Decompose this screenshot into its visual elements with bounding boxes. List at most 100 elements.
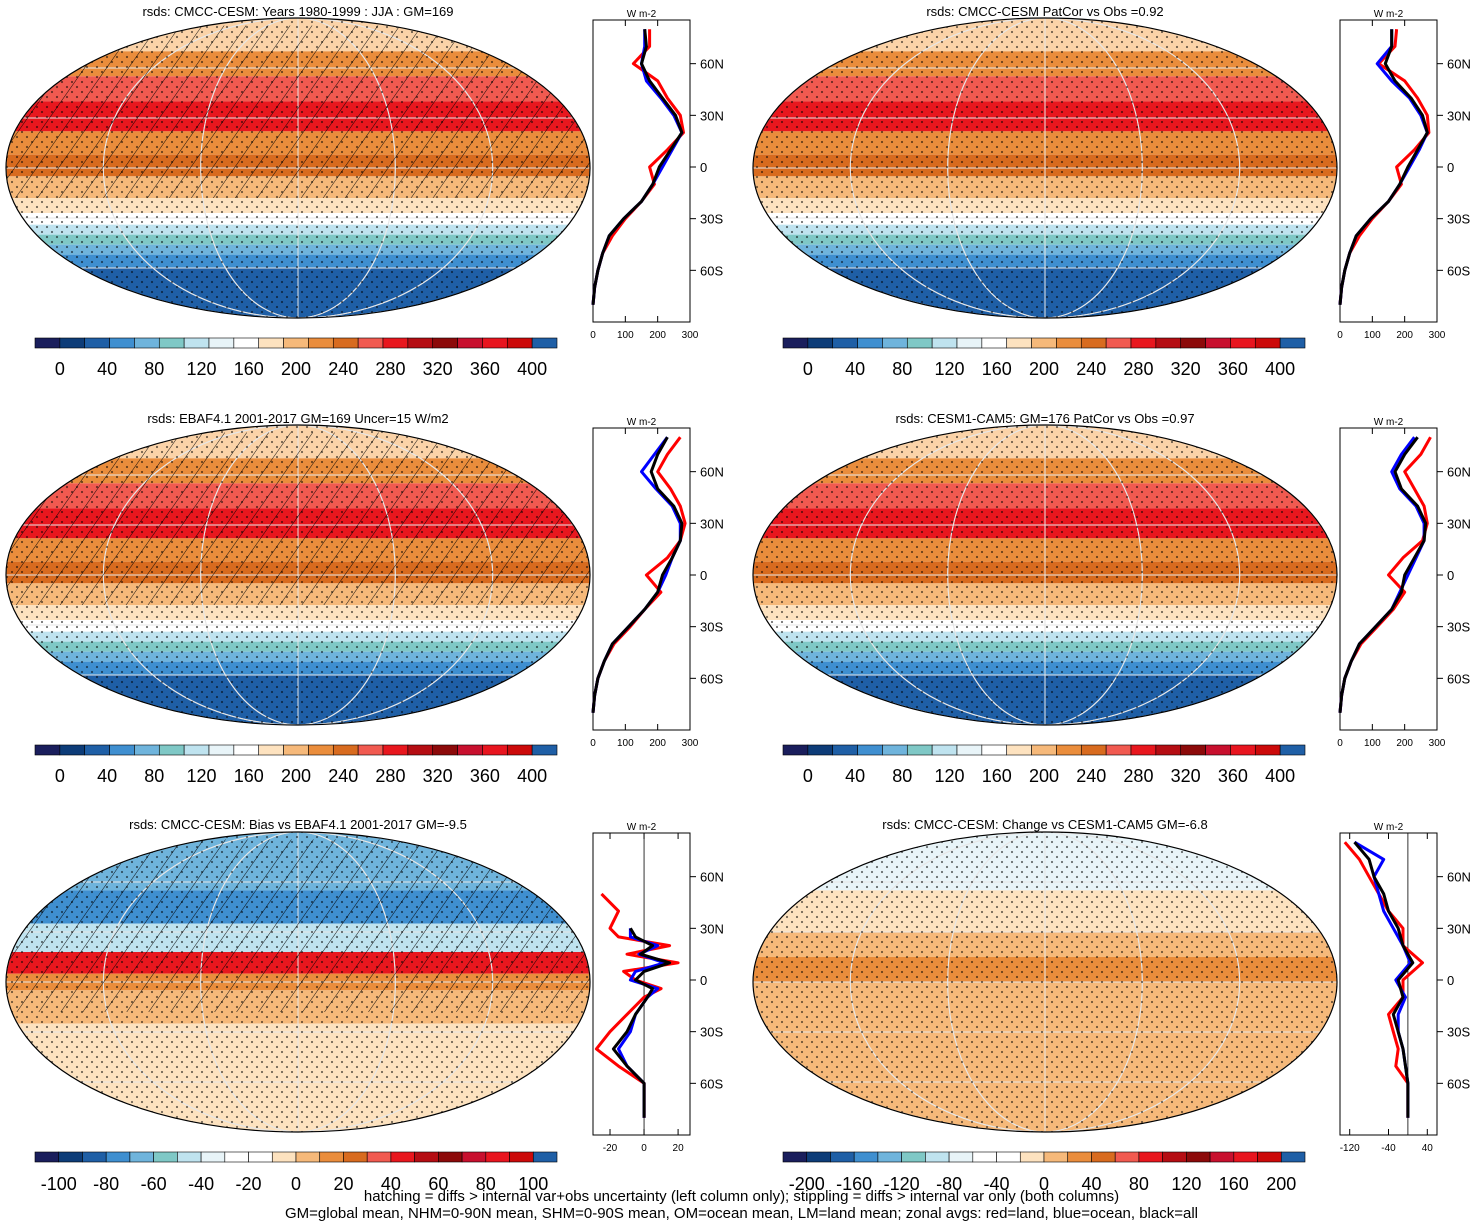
colorbar-tick-label: -40 bbox=[188, 1174, 214, 1194]
colorbar-swatch bbox=[200, 1151, 226, 1163]
profile-lat-label: 60S bbox=[1447, 1076, 1470, 1091]
profile-line-ocean bbox=[591, 436, 682, 713]
profile-units: W m-2 bbox=[627, 417, 657, 428]
colorbar-swatch bbox=[1155, 744, 1182, 756]
profile-lat-label: 60S bbox=[700, 263, 723, 278]
colorbar-swatch bbox=[1180, 337, 1206, 349]
colorbar-tick-label: 40 bbox=[97, 766, 117, 786]
colorbar-tick-label: 60 bbox=[428, 1174, 448, 1194]
colorbar-swatch bbox=[782, 337, 809, 349]
profile-lat-label: 30S bbox=[700, 212, 723, 227]
colorbar-swatch bbox=[1056, 744, 1082, 756]
colorbar-swatch bbox=[382, 337, 409, 349]
colorbar-tick-label: 160 bbox=[1219, 1174, 1249, 1194]
colorbar-swatch bbox=[34, 744, 61, 756]
colorbar-swatch bbox=[366, 1151, 392, 1163]
map-field bbox=[6, 832, 590, 1132]
colorbar-swatch bbox=[129, 1151, 154, 1163]
colorbar-swatch bbox=[233, 744, 260, 756]
profile-frame bbox=[592, 19, 691, 323]
colorbar-swatch bbox=[1056, 337, 1082, 349]
colorbar-swatch bbox=[506, 337, 533, 349]
colorbar-swatch bbox=[956, 744, 983, 756]
colorbar-swatch bbox=[308, 337, 334, 349]
panel-p1: rsds: CMCC-CESM: Years 1980-1999 : JJA :… bbox=[5, 4, 724, 379]
colorbar-tick-label: 20 bbox=[333, 1174, 353, 1194]
colorbar-swatch bbox=[1130, 337, 1157, 349]
profile-x-label: 20 bbox=[673, 1143, 685, 1154]
profile-lat-label: 60N bbox=[700, 465, 724, 480]
map-outline bbox=[5, 831, 591, 1133]
colorbar-swatch bbox=[390, 1151, 415, 1163]
colorbar-tick-label: 40 bbox=[1081, 1174, 1101, 1194]
colorbar-swatch bbox=[882, 337, 908, 349]
profile-line-all bbox=[1338, 29, 1429, 305]
hatching-overlay bbox=[6, 432, 590, 605]
map-field bbox=[6, 425, 590, 725]
colorbar-tick-label: 400 bbox=[517, 766, 547, 786]
colorbar-swatch bbox=[531, 337, 558, 349]
panel-p2: rsds: CMCC-CESM PatCor vs Obs =0.92 0 40 80… bbox=[752, 4, 1471, 379]
profile-frame bbox=[592, 427, 691, 731]
colorbar-swatch bbox=[177, 1151, 202, 1163]
colorbar-swatch bbox=[981, 744, 1008, 756]
colorbar-swatch bbox=[1006, 337, 1032, 349]
caption-legend-note: GM=global mean, NHM=0-90N mean, SHM=0-90… bbox=[284, 1205, 1198, 1222]
colorbar-tick-label: 200 bbox=[1029, 766, 1059, 786]
colorbar-tick-label: 320 bbox=[423, 766, 453, 786]
colorbar-tick-label: 240 bbox=[328, 766, 358, 786]
panel-title: rsds: EBAF4.1 2001-2017 GM=169 Uncer=15 … bbox=[147, 411, 448, 426]
colorbar-tick-label: -40 bbox=[984, 1174, 1010, 1194]
colorbar-tick-label: 120 bbox=[935, 359, 965, 379]
colorbar-tick-label: 40 bbox=[381, 1174, 401, 1194]
colorbar-tick-label: 200 bbox=[1266, 1174, 1296, 1194]
colorbar-tick-label: -60 bbox=[141, 1174, 167, 1194]
colorbar-swatch bbox=[134, 337, 160, 349]
colorbar-tick-label: -20 bbox=[236, 1174, 262, 1194]
colorbar-tick-label: 200 bbox=[1029, 359, 1059, 379]
colorbar-swatch bbox=[84, 337, 110, 349]
colorbar-tick-label: 100 bbox=[518, 1174, 548, 1194]
colorbar-swatch bbox=[407, 337, 434, 349]
profile-x-label: -120 bbox=[1340, 1143, 1360, 1154]
colorbar-tick-label: 0 bbox=[291, 1174, 301, 1194]
colorbar-tick-label: 280 bbox=[1123, 766, 1153, 786]
colorbar-tick-label: 280 bbox=[1123, 359, 1153, 379]
profile-x-label: 0 bbox=[590, 330, 596, 341]
colorbar-swatch bbox=[1080, 744, 1107, 756]
colorbar-tick-label: 160 bbox=[982, 359, 1012, 379]
colorbar-tick-label: 160 bbox=[234, 359, 264, 379]
colorbar: 0 40 80 120 160 200 240 280 320 360 400 bbox=[782, 337, 1306, 379]
colorbar-tick-label: -80 bbox=[936, 1174, 962, 1194]
profile-x-label: 200 bbox=[1396, 330, 1413, 341]
colorbar-tick-label: 240 bbox=[1076, 359, 1106, 379]
colorbar-swatch bbox=[1233, 1151, 1258, 1163]
colorbar-swatch bbox=[357, 337, 384, 349]
colorbar-tick-label: 0 bbox=[803, 766, 813, 786]
colorbar-swatch bbox=[1155, 337, 1182, 349]
colorbar-swatch bbox=[853, 1151, 879, 1163]
colorbar-tick-label: 80 bbox=[1129, 1174, 1149, 1194]
colorbar-tick-label: 120 bbox=[935, 766, 965, 786]
profile-line-land bbox=[1338, 436, 1432, 713]
profile-frame bbox=[1339, 832, 1438, 1136]
colorbar-tick-label: 320 bbox=[1171, 766, 1201, 786]
profile-lat-label: 60N bbox=[1447, 57, 1471, 72]
colorbar-swatch bbox=[295, 1151, 321, 1163]
colorbar-tick-label: 400 bbox=[1265, 766, 1295, 786]
profile-units: W m-2 bbox=[627, 9, 657, 20]
panel-p3: rsds: EBAF4.1 2001-2017 GM=169 Uncer=15 … bbox=[5, 411, 724, 786]
colorbar-swatch bbox=[258, 337, 284, 349]
colorbar-tick-label: 80 bbox=[892, 766, 912, 786]
colorbar-swatch bbox=[1114, 1151, 1140, 1163]
profile-line-land bbox=[591, 436, 687, 713]
profile-line-all bbox=[591, 29, 684, 305]
profile-lat-label: 30S bbox=[700, 1025, 723, 1040]
colorbar-swatch bbox=[271, 1151, 297, 1163]
colorbar-tick-label: 400 bbox=[1265, 359, 1295, 379]
profile-x-label: 0 bbox=[641, 1143, 647, 1154]
profile-x-label: 100 bbox=[617, 330, 634, 341]
colorbar-swatch bbox=[1031, 337, 1057, 349]
colorbar-tick-label: 320 bbox=[1171, 359, 1201, 379]
colorbar-swatch bbox=[1080, 337, 1107, 349]
